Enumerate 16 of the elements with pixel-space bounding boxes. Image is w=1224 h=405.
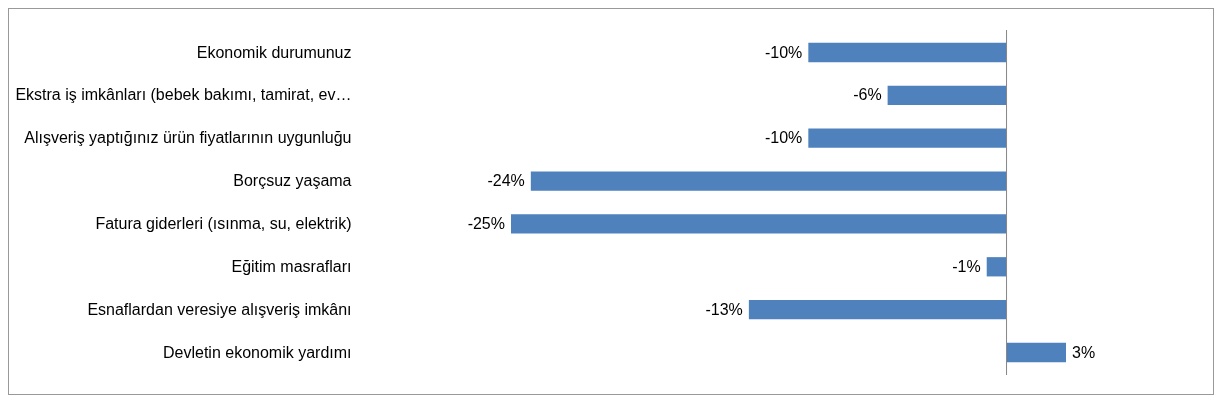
y-tick-label: Ekstra iş imkânları (bebek bakımı, tamirat, ev… xyxy=(15,86,352,104)
y-tick-label: Eğitim masrafları xyxy=(231,257,352,275)
data-label: -6% xyxy=(853,86,882,104)
data-label: -24% xyxy=(487,172,525,190)
y-tick-label: Devletin ekonomik yardımı xyxy=(162,343,352,361)
data-label: -13% xyxy=(705,300,743,318)
data-label: -10% xyxy=(764,129,803,147)
y-tick-label: Alışveriş yaptığınız ürün fiyatlarının uygunluğu xyxy=(24,129,352,147)
data-label: -25% xyxy=(467,214,505,232)
data-label: 3% xyxy=(1072,343,1096,361)
y-tick-label: Fatura giderleri (ısınma, su, elektrik) xyxy=(95,214,352,232)
y-tick-label: Ekonomik durumunuz xyxy=(196,43,352,61)
data-label: -1% xyxy=(952,257,981,275)
y-tick-label: Borçsuz yaşama xyxy=(233,172,352,190)
data-label: -10% xyxy=(764,43,803,61)
y-tick-label: Esnaflardan veresiye alışveriş imkânı xyxy=(87,300,352,318)
